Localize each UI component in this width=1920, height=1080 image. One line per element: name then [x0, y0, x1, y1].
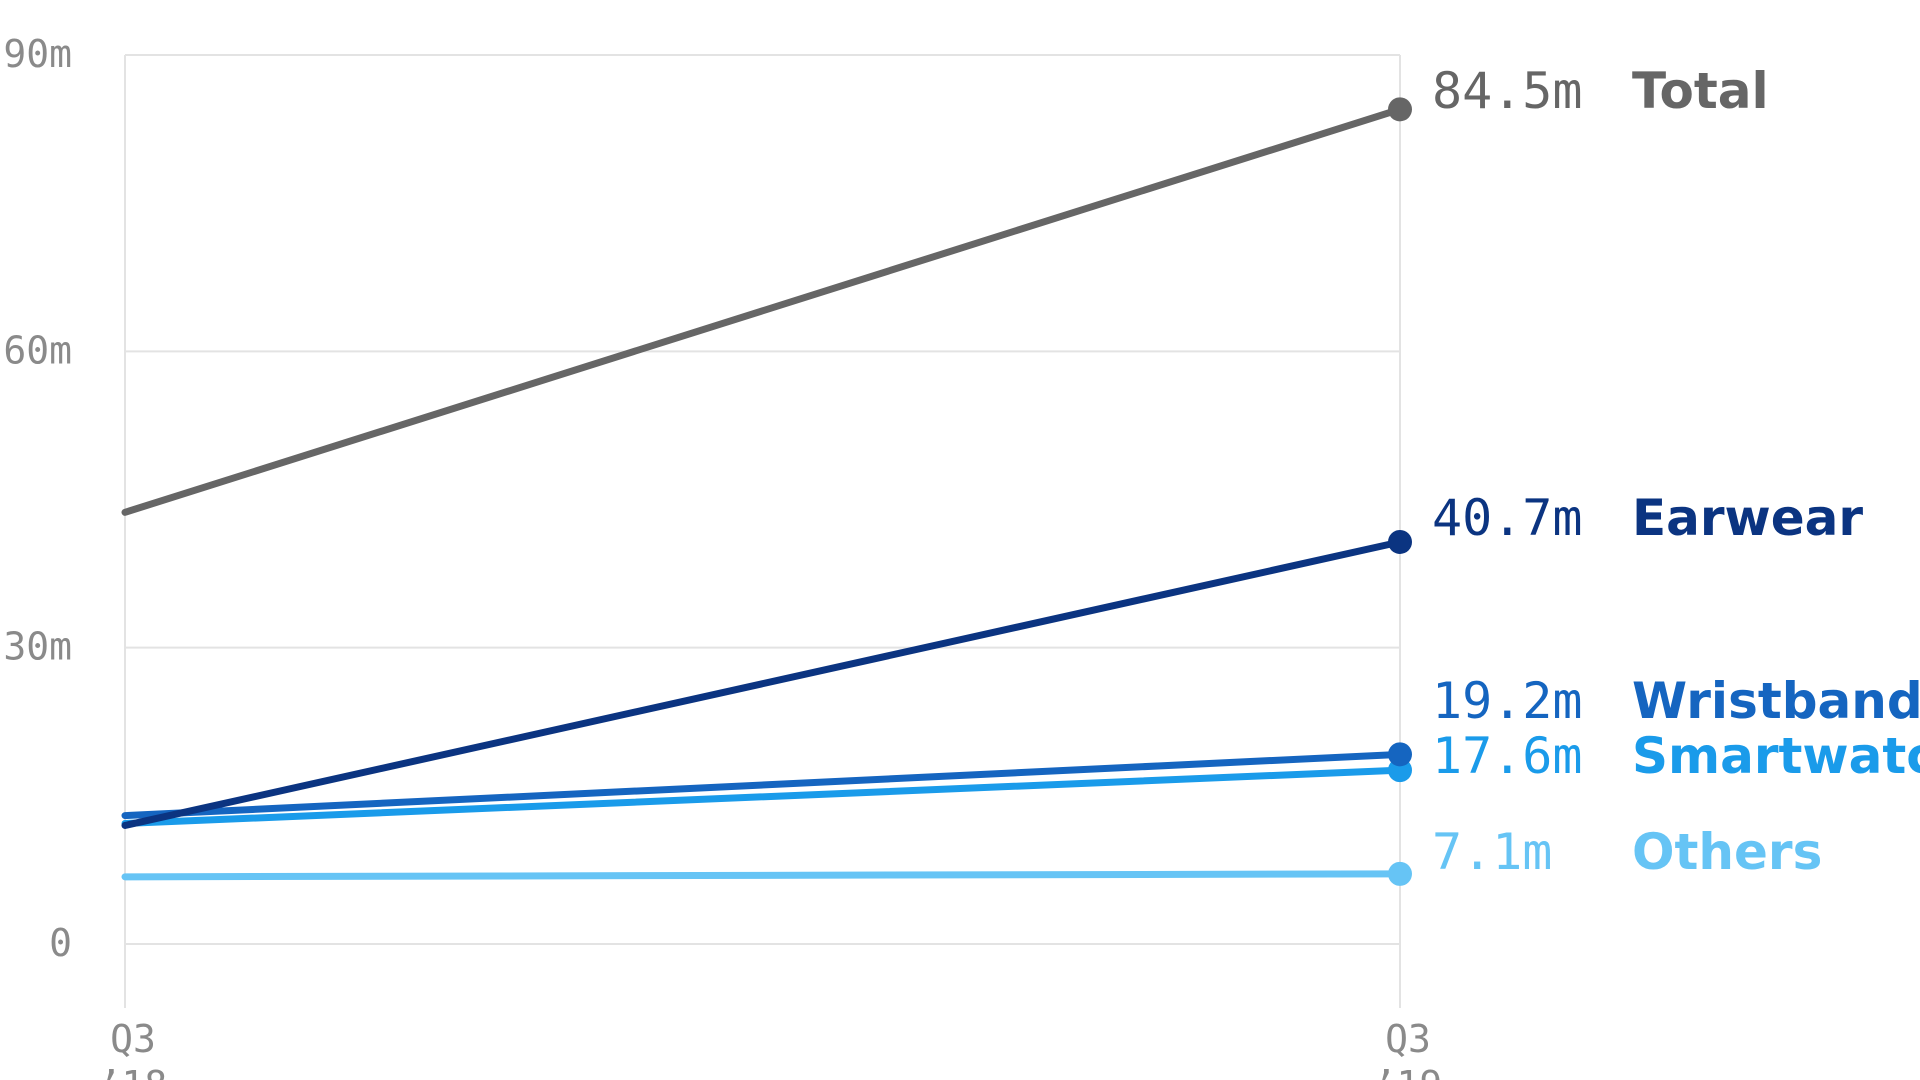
y-tick-label: 0 [49, 921, 72, 965]
y-tick-label: 90m [3, 32, 72, 76]
x-tick-sublabel: ’18 [99, 1063, 168, 1080]
value-label-earwear: 40.7m [1432, 489, 1583, 547]
value-label-total: 84.5m [1432, 62, 1583, 120]
series-line-total [121, 105, 1404, 516]
series-line-smartwatch [121, 766, 1404, 827]
axis-layer: 0 30m 60m 90m Q3 ’18 Q3 ’19 [3, 32, 1442, 1080]
value-label-wristband: 19.2m [1432, 672, 1583, 730]
end-point-wristband [1388, 742, 1412, 767]
y-tick-label: 60m [3, 328, 72, 372]
x-tick-label: Q3 [1385, 1017, 1431, 1061]
end-point-earwear [1388, 529, 1412, 554]
end-point-total [1388, 97, 1412, 122]
series-line-others [121, 870, 1404, 881]
x-tick-label: Q3 [110, 1017, 156, 1061]
series-label-wristband: Wristband [1632, 672, 1920, 730]
series-label-others: Others [1632, 823, 1822, 881]
value-label-smartwatch: 17.6m [1432, 727, 1583, 785]
y-tick-label: 30m [3, 625, 72, 669]
series-line-earwear [121, 538, 1404, 829]
value-label-others: 7.1m [1432, 823, 1552, 881]
x-tick-sublabel: ’19 [1374, 1063, 1443, 1080]
label-layer: 84.5m Total 40.7m Earwear 19.2m Wristband 17.6… [1432, 62, 1920, 881]
series-label-total: Total [1632, 62, 1769, 120]
end-point-others [1388, 861, 1412, 886]
series-label-earwear: Earwear [1632, 489, 1863, 547]
series-layer [121, 97, 1412, 886]
series-label-smartwatch: Smartwatch [1632, 727, 1920, 785]
grid-layer [124, 54, 1401, 945]
series-line-wristband [121, 750, 1404, 820]
